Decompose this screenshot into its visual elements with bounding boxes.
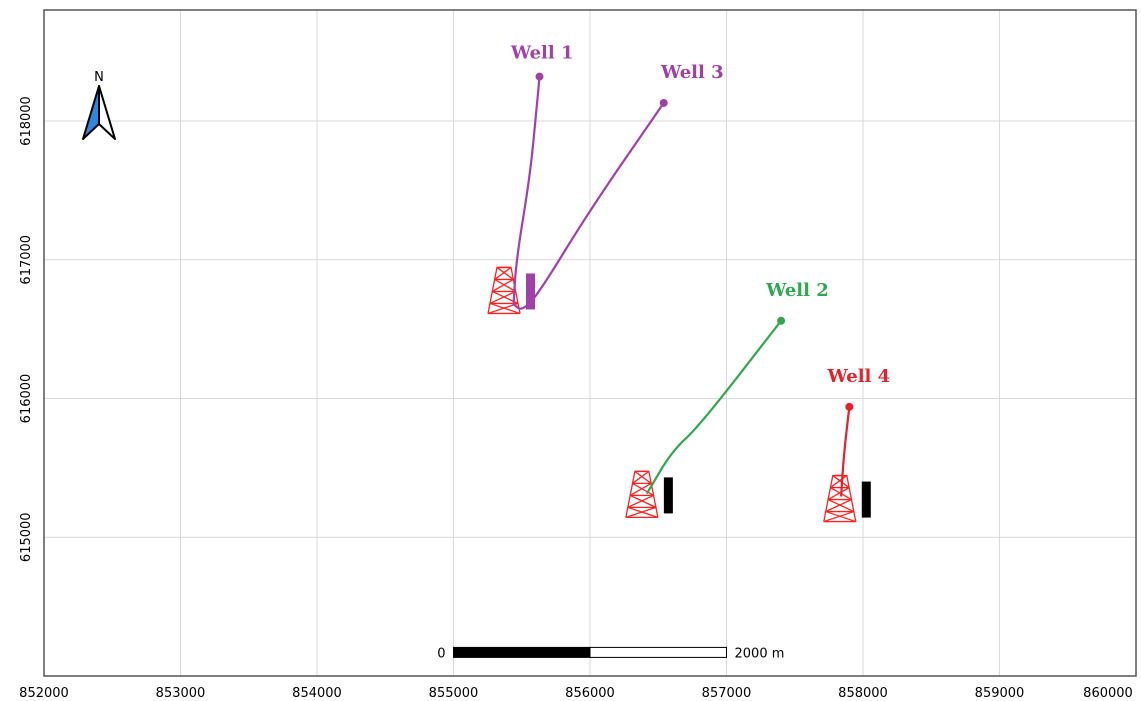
grid-layer [43, 10, 1137, 676]
scale-bar: 0 2000 m [437, 646, 784, 661]
well-trajectory [646, 319, 783, 494]
well-label: Well 3 [660, 62, 724, 83]
rig-cross [827, 486, 850, 501]
scale-bar-white-segment [589, 646, 727, 658]
x-tick-label: 858000 [838, 686, 888, 701]
well-trajectory [840, 405, 851, 497]
rig-cross [825, 498, 852, 513]
y-axis: 618000 617000 616000 615000 [19, 96, 34, 562]
rig-cross [494, 266, 512, 280]
well-labels: Well 1 Well 3 Well 2 Well 4 [510, 43, 890, 387]
x-tick-label: 852000 [19, 686, 69, 701]
rig-cross [634, 470, 652, 484]
y-tick-label: 616000 [19, 374, 34, 424]
well-trajectory [512, 75, 541, 306]
well-label: Well 1 [510, 43, 574, 64]
rig-layer [487, 266, 871, 523]
well-endpoint-marker [777, 316, 786, 325]
north-arrow-right-half [98, 85, 116, 140]
rig-cross [489, 290, 516, 305]
x-axis: 852000 853000 854000 855000 856000 85700… [19, 686, 1133, 701]
y-tick-label: 618000 [19, 96, 34, 146]
y-tick-label: 615000 [19, 512, 34, 562]
well-endpoint-marker [535, 72, 544, 81]
rig-cross [832, 475, 850, 489]
well-layer [512, 72, 854, 497]
well-label: Well 2 [765, 280, 829, 301]
north-arrow-icon: N [82, 70, 116, 140]
rig-status-bar [861, 481, 871, 518]
x-tick-label: 853000 [156, 686, 206, 701]
x-tick-label: 855000 [429, 686, 479, 701]
rig-cross [632, 470, 650, 484]
north-label: N [94, 70, 104, 85]
well-endpoint-marker [659, 98, 668, 107]
x-tick-label: 857000 [702, 686, 752, 701]
rig-cross [625, 506, 657, 519]
x-tick-label: 860000 [1083, 686, 1133, 701]
scale-bar-start-label: 0 [437, 646, 445, 661]
rig-cross [823, 510, 855, 523]
well-trajectory [512, 101, 665, 310]
scale-bar-end-label: 2000 m [735, 646, 785, 661]
well-endpoint-marker [845, 402, 854, 411]
rig-cross [627, 494, 654, 508]
rig-cross [496, 266, 514, 280]
map-frame [43, 9, 1137, 677]
rig-status-bar [663, 477, 673, 514]
x-tick-label: 856000 [565, 686, 615, 701]
scale-bar-black-segment [453, 646, 591, 658]
rig-cross [629, 482, 652, 496]
rig-cross [632, 482, 654, 496]
drilling-rig-icon [625, 470, 673, 519]
rig-cross [491, 278, 514, 293]
rig-status-bar [526, 273, 536, 310]
y-tick-label: 617000 [19, 235, 34, 285]
rig-cross [827, 498, 855, 513]
x-tick-label: 854000 [292, 686, 342, 701]
well-label: Well 4 [827, 366, 891, 387]
rig-cross [830, 475, 848, 489]
rig-cross [494, 278, 517, 293]
drilling-rig-icon [823, 474, 871, 523]
rig-cross [629, 494, 657, 508]
x-tick-label: 859000 [975, 686, 1025, 701]
